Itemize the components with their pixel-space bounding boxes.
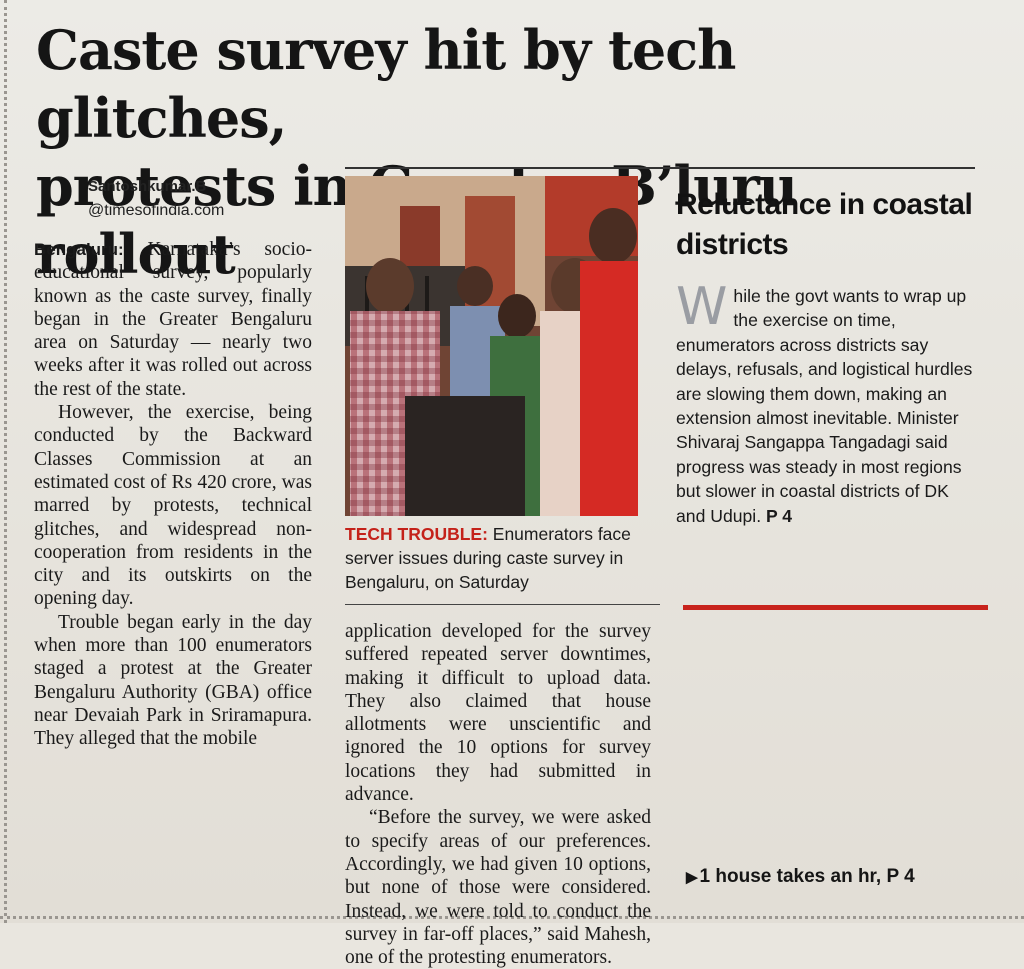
caption-tag: TECH TROUBLE: — [345, 524, 488, 544]
news-photo — [345, 176, 638, 516]
article-paragraph-1: Bengaluru: Karnataka’s socio-educational… — [34, 238, 312, 401]
article-paragraph-5-text: “Before the survey, we were asked to spe… — [345, 807, 651, 969]
caption-text: Enumerators face server issues during ca… — [345, 524, 631, 592]
jump-line: ▶ 1 house takes an hr, P 4 — [686, 866, 996, 888]
headline-rule — [345, 167, 975, 169]
article-paragraph-4: application developed for the survey suf… — [345, 621, 651, 806]
sidebar-dropcap: W — [676, 277, 728, 337]
headline-line-1: Caste survey hit by tech glitches, — [36, 18, 736, 150]
perforated-edge-left — [4, 0, 15, 923]
dateline: Bengaluru: — [34, 240, 124, 259]
article-paragraph-3: Trouble began early in the day when more… — [34, 611, 312, 750]
article-paragraph-2: However, the exercise, being conducted b… — [34, 402, 312, 610]
jump-line-text: 1 house takes an hr, P 4 — [699, 866, 915, 887]
caption-rule — [345, 604, 660, 606]
byline-name: Santoshkumar.B — [88, 178, 207, 195]
article-paragraph-5a: “Before the survey, we were asked to spe… — [345, 806, 651, 969]
article-column-2: application developed for the survey suf… — [345, 620, 651, 969]
headline: Caste survey hit by tech glitches, prote… — [36, 16, 996, 288]
byline: Santoshkumar.B @timesofindia.com — [88, 175, 338, 223]
photo-caption: TECH TROUBLE: Enumerators face server is… — [345, 522, 655, 594]
sidebar-body: hile the govt wants to wrap up the exerc… — [676, 286, 973, 526]
sidebar-title: Reluctance in coastal districts — [676, 188, 973, 261]
article-column-1: Bengaluru: Karnataka’s socio-educational… — [34, 238, 312, 751]
article-paragraph-1-text: Karnataka’s socio-educational survey, po… — [34, 239, 313, 400]
perforated-edge-bottom — [0, 910, 1024, 919]
sidebar-page-ref: P 4 — [766, 505, 793, 526]
sidebar-red-rule — [683, 605, 988, 610]
triangle-arrow-icon: ▶ — [686, 869, 698, 886]
byline-email: @timesofindia.com — [88, 202, 225, 219]
